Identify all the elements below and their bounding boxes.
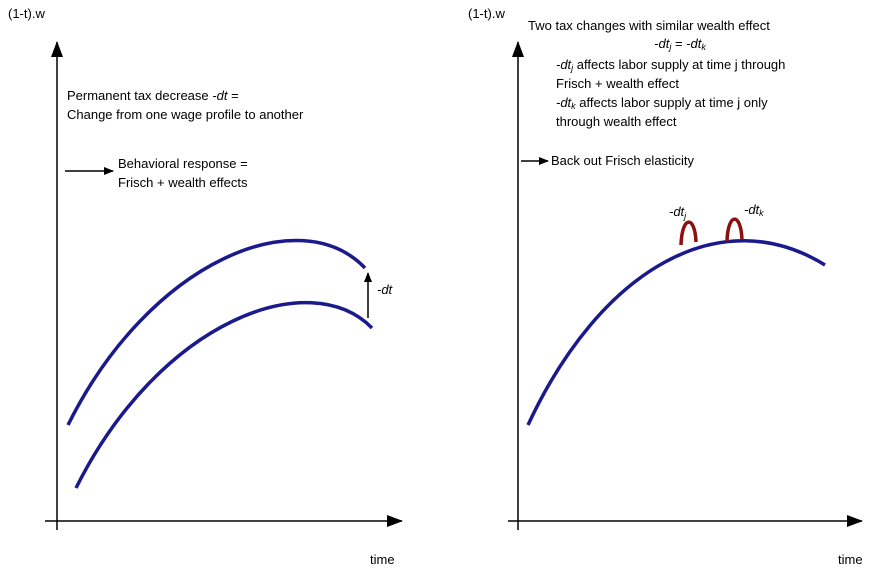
term: -dt <box>744 202 761 217</box>
bump-j <box>679 220 698 246</box>
term-sub: j <box>570 63 574 73</box>
note-k-line: -dtk affects labor supply at time j only <box>556 95 768 111</box>
note-text: affects labor supply at time j only <box>579 95 768 110</box>
note-text: affects labor supply at time j through <box>577 57 786 72</box>
note-tail: = <box>231 88 239 103</box>
term: -dt <box>556 95 573 110</box>
eq-lhs-sub: j <box>668 42 672 52</box>
term-sub: j <box>683 211 687 221</box>
note-j-line: Frisch + wealth effect <box>556 76 679 91</box>
x-axis-label: time <box>370 552 395 567</box>
x-axis-label: time <box>838 552 863 567</box>
y-axis-label: (1-t).w <box>8 6 45 21</box>
eq-rhs-sub: k <box>701 42 706 52</box>
bump-k-label: -dtk <box>744 202 764 218</box>
term: -dt <box>556 57 573 72</box>
note-line: Change from one wage profile to another <box>67 107 304 122</box>
bump-k <box>725 217 744 242</box>
eq-lhs: -dt <box>654 36 671 51</box>
note-line: Permanent tax decrease -dt = <box>67 88 239 103</box>
bump-j-label: -dtj <box>669 204 687 221</box>
response-line: Frisch + wealth effects <box>118 175 248 190</box>
upper-wage-profile <box>66 238 367 426</box>
right-panel: (1-t).w time Two tax changes with simila… <box>468 6 863 567</box>
note-em: -dt <box>212 88 229 103</box>
lower-wage-profile <box>74 301 374 489</box>
term-sub: k <box>759 208 764 218</box>
y-axis-label: (1-t).w <box>468 6 505 21</box>
note-k-line: through wealth effect <box>556 114 677 129</box>
note-j-line: -dtj affects labor supply at time j thro… <box>556 57 785 73</box>
wage-profile <box>526 239 826 426</box>
right-title: Two tax changes with similar wealth effe… <box>528 18 770 33</box>
term-sub: k <box>571 101 576 111</box>
note-text: Permanent tax decrease <box>67 88 209 103</box>
shift-label: -dt <box>377 282 394 297</box>
left-panel: (1-t).w time Permanent tax decrease -dt … <box>8 6 403 567</box>
conclusion: Back out Frisch elasticity <box>551 153 695 168</box>
response-line: Behavioral response = <box>118 156 248 171</box>
eq-sign: = <box>675 36 683 51</box>
equation: -dtj = -dtk <box>654 36 706 52</box>
eq-rhs: -dt <box>686 36 703 51</box>
term: -dt <box>669 204 686 219</box>
